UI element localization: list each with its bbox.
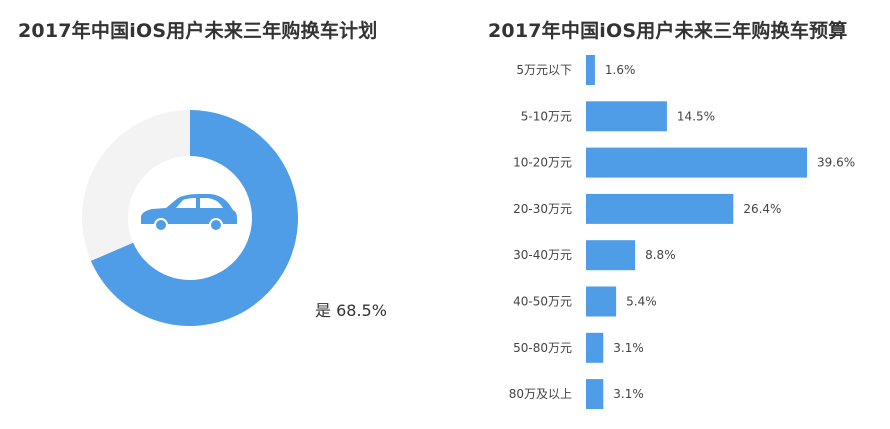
- donut-chart: [82, 110, 298, 327]
- value-label-2: 39.6%: [817, 156, 855, 170]
- value-label-1: 14.5%: [677, 109, 715, 123]
- category-label-0: 5万元以下: [516, 63, 572, 77]
- bar-3: [586, 193, 734, 224]
- value-label-7: 3.1%: [613, 387, 644, 401]
- value-label-6: 3.1%: [613, 341, 644, 355]
- bar-5: [586, 286, 617, 317]
- category-label-2: 10-20万元: [513, 156, 572, 170]
- bar-6: [586, 332, 604, 363]
- bar-4: [586, 240, 636, 271]
- value-label-3: 26.4%: [743, 202, 781, 216]
- donut-slice-0: [90, 110, 298, 327]
- category-label-1: 5-10万元: [521, 109, 572, 123]
- value-label-4: 8.8%: [645, 248, 676, 262]
- category-label-4: 30-40万元: [513, 248, 572, 262]
- bar-chart-title: 2017年中国iOS用户未来三年购换车预算: [488, 20, 848, 42]
- donut-data-label: 是 68.5%: [315, 301, 387, 320]
- category-label-5: 40-50万元: [513, 295, 572, 309]
- category-label-7: 80万及以上: [509, 387, 572, 401]
- category-label-6: 50-80万元: [513, 341, 572, 355]
- value-label-0: 1.6%: [605, 63, 636, 77]
- bar-chart: 5万元以下 1.6% 5-10万元 14.5% 10-20万元 39.6% 20-30万元 2…: [509, 55, 855, 410]
- value-label-5: 5.4%: [626, 295, 657, 309]
- bar-1: [586, 101, 667, 132]
- category-label-3: 20-30万元: [513, 202, 572, 216]
- bar-0: [586, 55, 595, 85]
- donut-chart-title: 2017年中国iOS用户未来三年购换车计划: [18, 20, 378, 42]
- donut-slice-1: [82, 110, 190, 261]
- car-icon: [141, 194, 237, 232]
- bar-7: [586, 379, 604, 410]
- bar-2: [586, 147, 807, 178]
